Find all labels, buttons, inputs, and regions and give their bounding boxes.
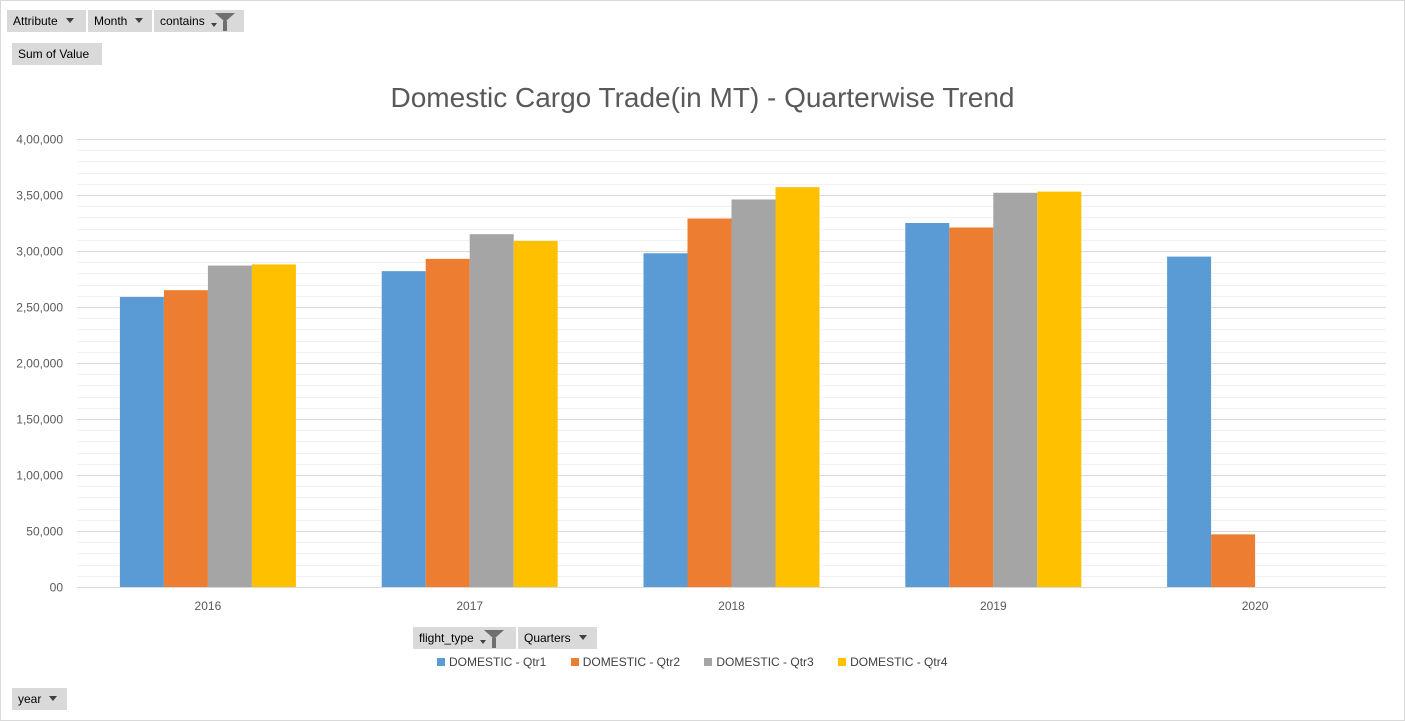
legend-swatch [437, 657, 445, 666]
legend-swatch [704, 657, 713, 666]
y-tick-label: 1,50,000 [16, 413, 63, 427]
legend-label: DOMESTIC - Qtr1 [449, 655, 547, 669]
bar-2019-qtr3 [993, 192, 1038, 587]
attribute-filter-button[interactable]: Attribute [7, 10, 86, 32]
quarters-field-button[interactable]: Quarters [518, 627, 597, 649]
chevron-down-icon [210, 22, 217, 27]
x-tick-label: 2019 [980, 599, 1007, 613]
chevron-down-icon [65, 18, 74, 24]
funnel-icon [483, 630, 504, 649]
legend-item-qtr1[interactable]: DOMESTIC - Qtr1 [437, 655, 546, 669]
year-field-button[interactable]: year [12, 688, 67, 710]
legend-item-qtr3[interactable]: DOMESTIC - Qtr3 [704, 655, 814, 669]
bar-2018-qtr2 [687, 218, 732, 587]
legend-item-qtr4[interactable]: DOMESTIC - Qtr4 [838, 655, 947, 669]
bar-2020-qtr2 [1211, 534, 1256, 587]
legend-swatch [570, 657, 579, 666]
legend-label: DOMESTIC - Qtr3 [716, 655, 814, 669]
chevron-down-icon [479, 639, 486, 644]
bar-2018-qtr1 [643, 253, 688, 588]
year-label: year [18, 692, 42, 706]
bar-2019-qtr2 [949, 227, 994, 588]
bar-2016-qtr2 [163, 290, 208, 587]
flight-type-field-button[interactable]: flight_type [413, 627, 516, 649]
sum-of-value-field-button[interactable]: Sum of Value [12, 43, 102, 65]
month-filter-label: Month [94, 14, 128, 28]
bar-2016-qtr1 [119, 296, 164, 587]
flight-type-label: flight_type [419, 631, 474, 645]
bar-2018-qtr4 [775, 187, 820, 587]
bar-2016-qtr4 [251, 264, 296, 587]
bar-2017-qtr1 [381, 271, 426, 587]
y-tick-label: 4,00,000 [16, 133, 63, 147]
attribute-filter-label: Attribute [13, 14, 58, 28]
x-tick-label: 2018 [718, 599, 745, 613]
x-tick-label: 2020 [1242, 599, 1269, 613]
chevron-down-icon [578, 635, 587, 641]
bar-2019-qtr1 [905, 223, 950, 587]
sum-of-value-label: Sum of Value [18, 47, 90, 61]
y-tick-label: 50,000 [26, 525, 63, 539]
chevron-down-icon [135, 18, 144, 24]
y-tick-label: 3,50,000 [16, 189, 63, 203]
month-filter-button[interactable]: Month [88, 10, 152, 32]
bar-2019-qtr4 [1037, 191, 1082, 587]
bar-2017-qtr2 [425, 258, 470, 587]
x-tick-label: 2017 [456, 599, 483, 613]
chart-legend: DOMESTIC - Qtr1 DOMESTIC - Qtr2 DOMESTIC… [437, 655, 968, 669]
legend-label: DOMESTIC - Qtr2 [582, 655, 681, 669]
y-tick-label: 1,00,000 [16, 469, 63, 483]
y-tick-label: 2,50,000 [16, 301, 63, 315]
quarters-label: Quarters [524, 631, 571, 645]
legend-swatch [838, 657, 847, 666]
funnel-icon [214, 13, 235, 32]
bar-2020-qtr1 [1167, 256, 1212, 587]
bar-2017-qtr3 [469, 234, 514, 587]
chart-title: Domestic Cargo Trade(in MT) - Quarterwis… [390, 82, 1015, 113]
legend-label: DOMESTIC - Qtr4 [850, 655, 948, 669]
y-tick-label: 00 [50, 581, 64, 595]
bar-2017-qtr4 [513, 240, 558, 588]
contains-filter-button[interactable]: contains [154, 10, 244, 32]
y-tick-label: 3,00,000 [16, 245, 63, 259]
chevron-down-icon [49, 696, 58, 702]
x-tick-label: 2016 [195, 599, 222, 613]
bar-2016-qtr3 [207, 265, 252, 587]
y-tick-label: 2,00,000 [16, 357, 63, 371]
legend-item-qtr2[interactable]: DOMESTIC - Qtr2 [570, 655, 681, 669]
bar-2018-qtr3 [731, 199, 776, 588]
contains-filter-label: contains [160, 14, 205, 28]
